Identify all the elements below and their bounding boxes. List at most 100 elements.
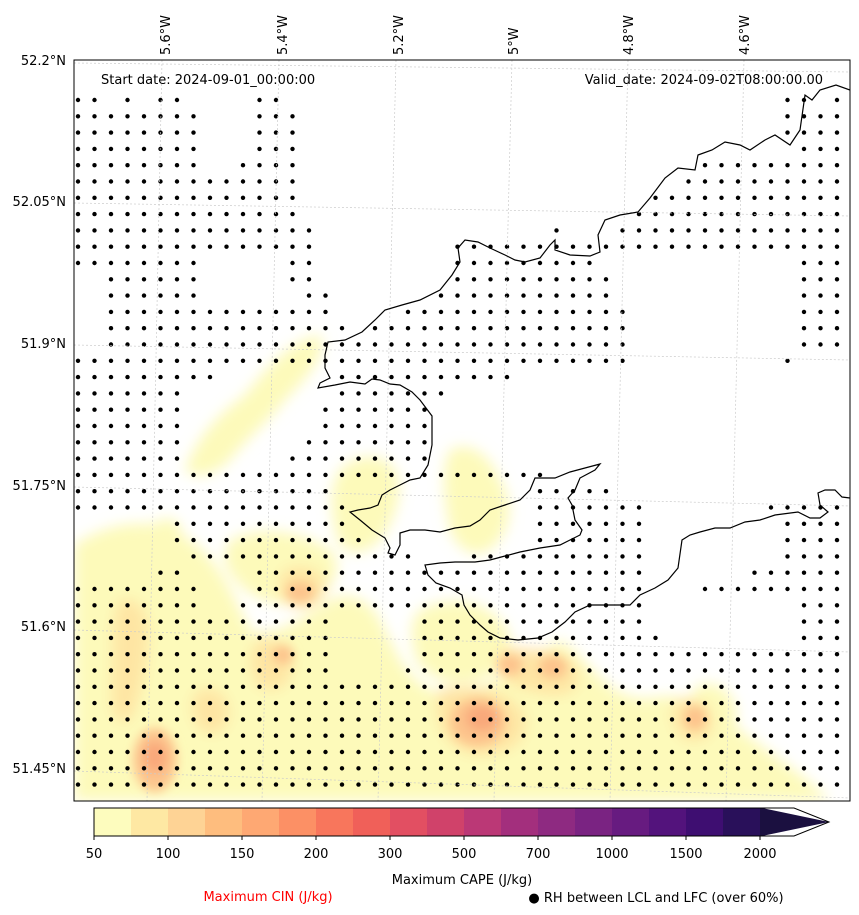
rh-dot bbox=[587, 652, 592, 657]
rh-dot bbox=[224, 537, 229, 543]
rh-dot bbox=[108, 472, 114, 478]
rh-dot bbox=[801, 749, 807, 755]
rh-dot bbox=[108, 293, 114, 298]
rh-dot bbox=[801, 114, 807, 119]
rh-dot bbox=[587, 326, 592, 331]
rh-dot bbox=[273, 97, 279, 103]
rh-dot bbox=[438, 717, 444, 722]
rh-dot bbox=[554, 635, 559, 641]
rh-dot bbox=[554, 749, 559, 755]
rh-dot bbox=[818, 766, 823, 771]
rh-dot bbox=[224, 619, 229, 624]
rh-dot bbox=[290, 342, 295, 347]
rh-dot bbox=[521, 554, 526, 559]
rh-dot bbox=[504, 652, 510, 657]
rh-dot bbox=[834, 652, 840, 657]
rh-dot bbox=[158, 391, 163, 396]
rh-dot bbox=[587, 489, 592, 494]
rh-dot bbox=[125, 749, 130, 755]
rh-dot bbox=[257, 146, 262, 152]
rh-dot bbox=[752, 163, 757, 168]
rh-dot bbox=[603, 537, 609, 543]
rh-dot bbox=[702, 244, 708, 249]
rh-dot bbox=[405, 684, 411, 689]
rh-dot bbox=[521, 472, 526, 478]
rh-dot bbox=[719, 766, 724, 771]
rh-dot bbox=[554, 570, 559, 575]
rh-dot bbox=[455, 326, 460, 331]
rh-dot bbox=[207, 700, 213, 706]
rh-dot bbox=[290, 749, 295, 755]
rh-dot bbox=[273, 521, 279, 526]
rh-dot bbox=[323, 440, 328, 445]
rh-dot bbox=[224, 342, 229, 347]
rh-dot bbox=[273, 717, 279, 722]
rh-dot bbox=[801, 603, 807, 608]
rh-dot bbox=[504, 700, 510, 706]
rh-dot bbox=[174, 407, 180, 412]
rh-dot bbox=[504, 586, 510, 592]
rh-dot bbox=[603, 521, 609, 526]
rh-dot bbox=[174, 766, 180, 771]
rh-dot bbox=[306, 717, 312, 722]
colorbar-cell bbox=[686, 808, 724, 836]
rh-dot bbox=[834, 277, 840, 282]
rh-dot bbox=[554, 293, 559, 298]
rh-dot bbox=[207, 521, 213, 526]
rh-dot bbox=[834, 179, 840, 184]
rh-dot bbox=[818, 586, 823, 592]
rh-dot bbox=[801, 733, 807, 738]
rh-dot bbox=[834, 586, 840, 592]
rh-dot bbox=[191, 554, 196, 559]
rh-dot bbox=[537, 652, 543, 657]
rh-dot bbox=[504, 309, 510, 315]
rh-dot bbox=[686, 684, 691, 689]
rh-dot bbox=[785, 652, 790, 657]
rh-dot bbox=[125, 163, 130, 168]
rh-dot bbox=[224, 228, 229, 233]
rh-dot bbox=[719, 782, 724, 787]
rh-dot bbox=[620, 684, 625, 689]
rh-dot bbox=[471, 766, 477, 771]
rh-dot bbox=[141, 342, 147, 347]
rh-dot bbox=[488, 668, 493, 673]
rh-dot bbox=[686, 228, 691, 233]
rh-dot bbox=[653, 652, 658, 657]
rh-dot bbox=[603, 749, 609, 755]
rh-dot bbox=[207, 619, 213, 624]
rh-dot bbox=[224, 211, 229, 217]
rh-dot bbox=[603, 244, 609, 249]
rh-dot bbox=[125, 260, 130, 266]
colorbar-cell bbox=[538, 808, 576, 836]
rh-dot bbox=[768, 652, 774, 657]
rh-dot bbox=[653, 717, 658, 722]
rh-dot bbox=[471, 358, 477, 363]
rh-dot bbox=[356, 782, 361, 787]
rh-dot bbox=[339, 440, 345, 445]
rh-dot bbox=[521, 603, 526, 608]
rh-dot bbox=[422, 342, 427, 347]
rh-dot bbox=[125, 505, 130, 510]
rh-dot bbox=[372, 782, 378, 787]
rh-dot bbox=[521, 684, 526, 689]
rh-dot bbox=[174, 146, 180, 152]
rh-dot bbox=[356, 358, 361, 363]
rh-dot bbox=[735, 684, 741, 689]
rh-dot bbox=[273, 342, 279, 347]
rh-dot bbox=[141, 293, 147, 298]
rh-dot bbox=[735, 782, 741, 787]
rh-dot bbox=[455, 358, 460, 363]
rh-dot bbox=[108, 163, 114, 168]
rh-dot bbox=[488, 554, 493, 559]
rh-dot bbox=[438, 766, 444, 771]
rh-dot bbox=[834, 717, 840, 722]
rh-dot bbox=[669, 684, 675, 689]
rh-dot bbox=[488, 749, 493, 755]
rh-dot bbox=[290, 260, 295, 266]
rh-dot bbox=[75, 391, 81, 396]
rh-dot bbox=[587, 749, 592, 755]
rh-dot bbox=[504, 374, 510, 380]
rh-dot bbox=[471, 635, 477, 641]
rh-dot bbox=[405, 717, 411, 722]
rh-dot bbox=[785, 195, 790, 200]
